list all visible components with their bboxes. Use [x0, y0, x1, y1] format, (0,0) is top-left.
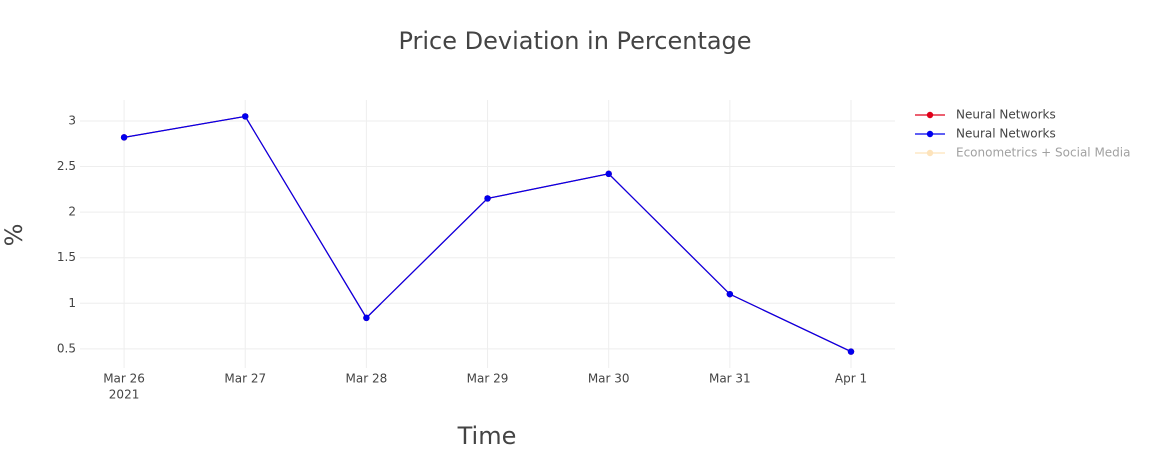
y-tick-label: 2	[68, 205, 76, 219]
point	[484, 195, 491, 202]
legend-marker	[926, 111, 934, 119]
x-tick-label: Mar 27	[224, 372, 266, 386]
y-tick-label: 1.5	[57, 250, 76, 264]
point	[605, 170, 612, 178]
point	[363, 314, 370, 322]
legend-marker	[926, 130, 934, 138]
point	[726, 290, 734, 298]
y-tick-label: 2.5	[57, 159, 76, 173]
point	[120, 134, 128, 141]
point	[847, 348, 855, 355]
legend-item[interactable]: Econometrics + Social Media	[915, 146, 1130, 160]
x-tick-label: 2021	[109, 388, 140, 402]
y-tick-label: 0.5	[57, 341, 76, 355]
x-axis-label: Time	[457, 422, 517, 450]
y-tick-label: 1	[68, 296, 76, 310]
y-tick-label: 3	[68, 113, 76, 127]
legend-item[interactable]: Neural Networks	[915, 127, 1056, 141]
x-tick-label: Mar 28	[346, 372, 388, 386]
x-tick-label: Mar 31	[709, 372, 751, 386]
legend-marker	[926, 149, 934, 157]
point	[242, 113, 249, 120]
x-tick-label: Mar 26	[103, 372, 145, 386]
chart-title: Price Deviation in Percentage	[398, 27, 751, 55]
legend-item[interactable]: Neural Networks	[915, 108, 1056, 122]
legend-label: Neural Networks	[956, 108, 1056, 122]
legend-label: Econometrics + Social Media	[956, 146, 1130, 160]
x-tick-label: Mar 29	[467, 372, 509, 386]
x-tick-label: Mar 30	[588, 372, 630, 386]
y-axis-label: %	[0, 224, 28, 247]
x-tick-label: Apr 1	[835, 372, 867, 386]
legend-label: Neural Networks	[956, 127, 1056, 141]
